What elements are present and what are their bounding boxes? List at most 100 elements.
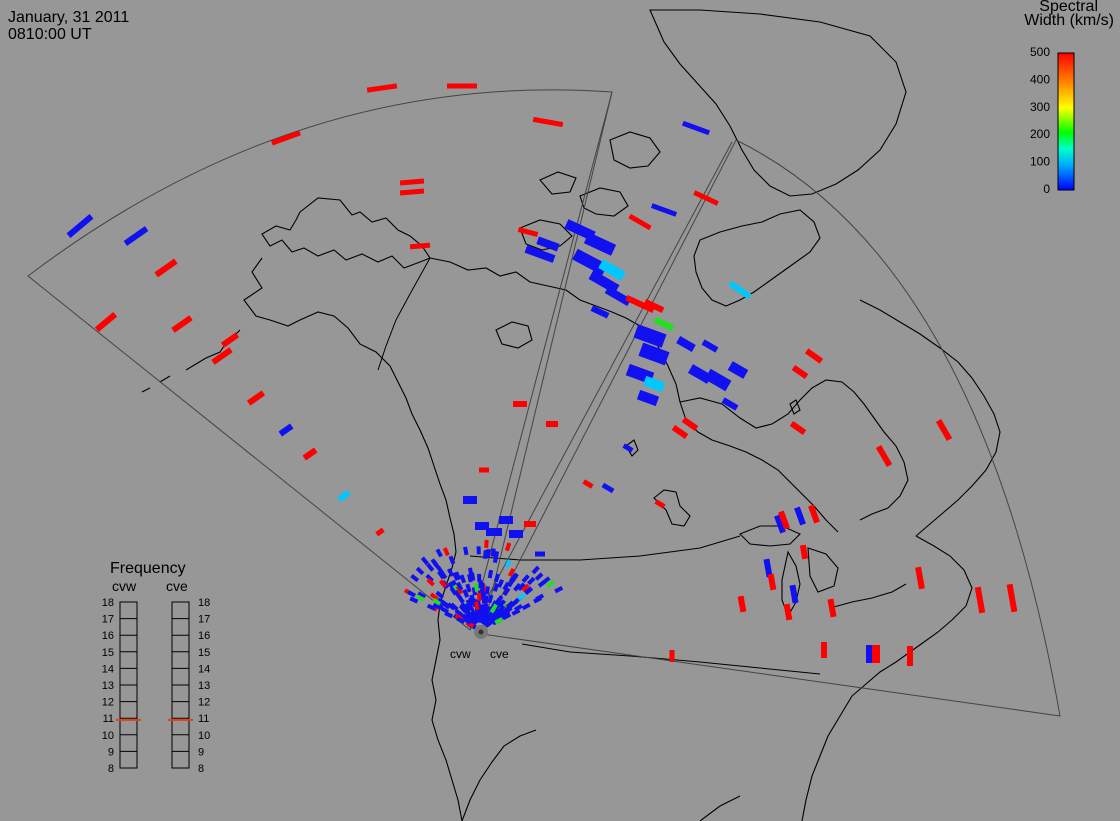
frequency-tick-label: 12 [102, 697, 114, 709]
echo-cell [509, 573, 517, 583]
radar-site-center [478, 629, 484, 635]
arctic-island-1 [519, 219, 573, 251]
echo-cell [915, 566, 925, 590]
echo-cell [462, 616, 472, 625]
frequency-title: Frequency [110, 560, 186, 577]
echo-cell [409, 596, 419, 604]
echo-cell [94, 311, 118, 333]
echo-cell [482, 603, 489, 612]
echo-cell [154, 258, 178, 278]
frequency-tick-label: 17 [198, 614, 210, 626]
political-boundaries [377, 257, 821, 675]
cvw-site-label: cvw [450, 647, 471, 661]
aleutian-islands [141, 329, 241, 393]
echo-cell [701, 339, 719, 353]
hudson-bay [679, 379, 909, 521]
echo-cell [171, 315, 193, 333]
alaska-south-coast [243, 257, 463, 821]
echo-cell [487, 569, 494, 579]
echo-cell [449, 602, 459, 611]
mexico-coast [461, 729, 741, 821]
echo-cell [799, 544, 809, 560]
echo-cell [642, 375, 666, 393]
echo-cell [535, 551, 545, 557]
frequency-tick-label: 14 [102, 663, 114, 675]
spectral-width-legend: 0 100 200 300 400 500 [1030, 45, 1075, 196]
echo-cell [598, 259, 626, 281]
echo-cell [875, 444, 893, 468]
echo-cell [643, 299, 665, 313]
frequency-label-cvw: cvw [112, 578, 137, 594]
east-coast [801, 695, 853, 821]
echo-cell [531, 565, 540, 575]
echo-cell [474, 601, 480, 611]
echo-cell [728, 280, 752, 300]
echo-cell [653, 317, 675, 331]
colorbar-ticks: 0 100 200 300 400 500 [1030, 45, 1050, 196]
echo-cell [583, 232, 617, 256]
echo-cell [465, 583, 472, 593]
frequency-tick-label: 9 [198, 746, 204, 758]
echo-cell [638, 342, 670, 366]
echo-cell [650, 203, 678, 217]
frequency-tick-label: 8 [198, 763, 204, 775]
lake-michigan [781, 550, 801, 618]
echo-cell [440, 606, 450, 614]
echo-cell [534, 572, 544, 581]
echo-cell [420, 556, 429, 566]
echo-cell [462, 589, 470, 598]
echo-cell [495, 608, 505, 617]
echo-cell [220, 332, 240, 348]
lake-erie-ontario [829, 583, 907, 609]
echo-cell [513, 401, 527, 407]
echo-cell [484, 586, 490, 595]
echo-cell [66, 214, 94, 238]
echo-cell [436, 565, 445, 575]
echo-cell [517, 592, 526, 601]
echo-cell [467, 573, 473, 583]
echo-cell [669, 650, 675, 662]
echo-cell [628, 213, 652, 231]
alaska-canada-border [377, 257, 431, 371]
time-label: 0810:00 UT [8, 26, 92, 43]
echo-cell [633, 324, 667, 348]
frequency-tick-label: 10 [198, 730, 210, 742]
backscatter-echoes [66, 83, 1018, 666]
baffin-island [693, 209, 821, 307]
echo-cell [425, 573, 434, 583]
legend-tick-label: 400 [1030, 72, 1050, 86]
echo-cell [477, 573, 482, 582]
echo-cell [513, 603, 523, 612]
echo-cell [521, 583, 530, 592]
arctic-island-4 [609, 131, 661, 169]
echo-cell [442, 547, 450, 557]
island-small-2 [789, 399, 801, 415]
echo-cell [763, 558, 773, 578]
echo-cell [447, 83, 477, 89]
echo-cell [211, 347, 233, 365]
frequency-tick-label: 16 [198, 630, 210, 642]
cve-beam-edge [481, 91, 613, 635]
frequency-tick-label: 17 [102, 614, 114, 626]
echo-cell [415, 566, 425, 576]
echo-cell [337, 490, 351, 502]
frequency-tick-label: 15 [198, 647, 210, 659]
colorbar [1057, 52, 1075, 191]
alaska-coast [261, 197, 431, 269]
echo-cell [467, 614, 476, 624]
cvw-fov-boundary [27, 89, 613, 631]
echo-cell [463, 603, 472, 612]
echo-cell [490, 603, 498, 613]
frequency-label-cve: cve [166, 578, 188, 594]
echo-cell [783, 603, 793, 621]
echo-cell [432, 559, 440, 569]
echo-cell [654, 499, 666, 509]
echo-cell [503, 606, 513, 615]
echo-cell [774, 514, 786, 534]
echo-cell [789, 584, 799, 604]
echo-cell [492, 608, 501, 617]
echo-cell [791, 364, 809, 380]
echo-cell [439, 579, 448, 588]
echo-cell [536, 236, 560, 252]
